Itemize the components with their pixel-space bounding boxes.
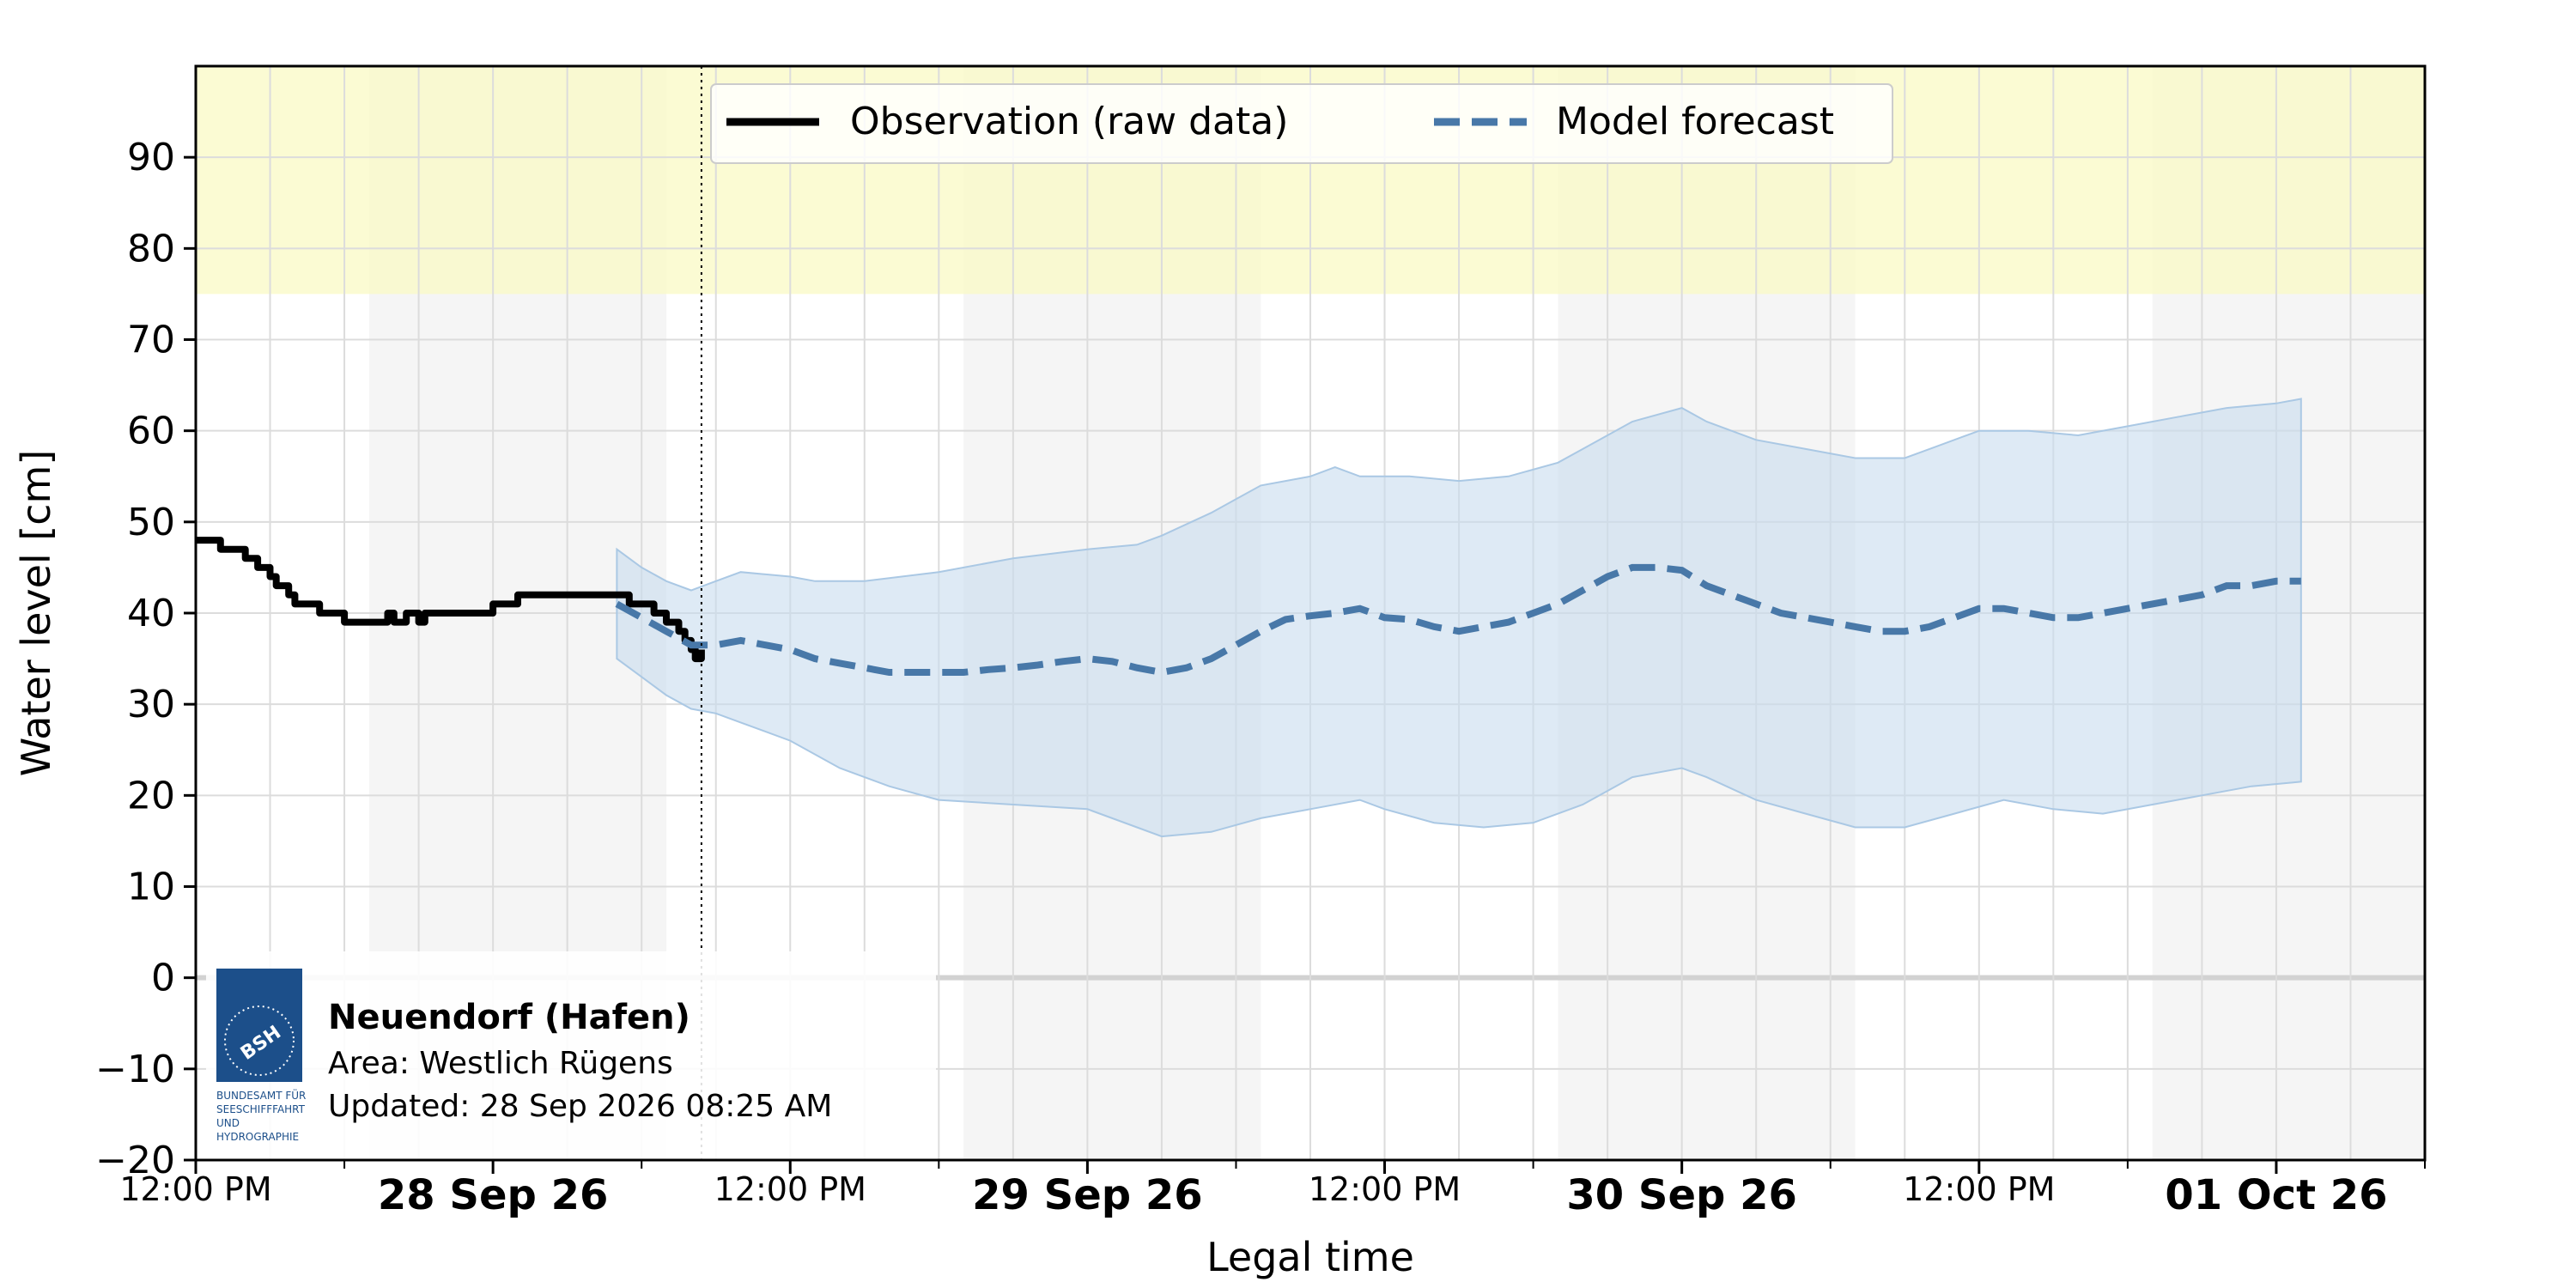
y-axis-label: Water level [cm]: [13, 450, 59, 777]
y-tick-label: 40: [127, 592, 175, 635]
y-tick-label: 10: [127, 866, 175, 909]
forecast-band: [616, 398, 2302, 838]
station-info-box: BSH BUNDESAMT FÜR SEESCHIFFFAHRT UND HYD…: [206, 951, 936, 1159]
observation-line: [196, 537, 705, 663]
legend-observation-label: Observation (raw data): [850, 100, 1288, 143]
legend-forecast-label: Model forecast: [1556, 100, 1834, 143]
x-tick-label: 29 Sep 26: [972, 1171, 1203, 1219]
bsh-logo-line-3: UND: [216, 1117, 240, 1129]
bsh-logo-line-2: SEESCHIFFFAHRT: [216, 1103, 306, 1115]
y-tick-label: 80: [127, 227, 175, 270]
forecast-uncertainty-band: [616, 398, 2302, 838]
y-tick-label: −20: [95, 1139, 175, 1182]
x-axis: 12:00 PM 28 Sep 26 12:00 PM 29 Sep 26 12:00 …: [119, 1160, 2426, 1219]
y-tick-label: −10: [95, 1048, 175, 1091]
x-tick-label: 28 Sep 26: [378, 1171, 609, 1219]
y-tick-label: 20: [127, 774, 175, 817]
station-area: Area: Westlich Rügens: [328, 1046, 673, 1081]
series-lines: [196, 537, 2301, 677]
legend: Observation (raw data) Model forecast: [710, 83, 1893, 164]
bsh-logo: BSH BUNDESAMT FÜR SEESCHIFFFAHRT UND HYD…: [216, 969, 306, 1143]
y-tick-label: 90: [127, 136, 175, 179]
x-tick-label: 12:00 PM: [119, 1170, 271, 1208]
x-tick-label: 01 Oct 26: [2165, 1171, 2387, 1219]
bsh-logo-line-4: HYDROGRAPHIE: [216, 1131, 299, 1143]
y-tick-label: 0: [151, 957, 175, 1000]
forecast-line: [615, 563, 2301, 677]
x-tick-label: 12:00 PM: [714, 1170, 866, 1208]
y-tick-label: 30: [127, 683, 175, 726]
x-tick-label: 12:00 PM: [1309, 1170, 1461, 1208]
x-tick-label: 30 Sep 26: [1566, 1171, 1797, 1219]
bsh-logo-line-1: BUNDESAMT FÜR: [216, 1088, 306, 1102]
y-tick-label: 50: [127, 501, 175, 544]
x-tick-label: 12:00 PM: [1903, 1170, 2055, 1208]
y-tick-label: 70: [127, 319, 175, 362]
y-axis: −20 −10 0 10 20 30 40 50 60 70 80 90: [95, 136, 196, 1182]
x-axis-label: Legal time: [1206, 1234, 1414, 1280]
station-name: Neuendorf (Hafen): [328, 998, 690, 1037]
update-time: Updated: 28 Sep 2026 08:25 AM: [328, 1089, 832, 1124]
y-tick-label: 60: [127, 410, 175, 453]
